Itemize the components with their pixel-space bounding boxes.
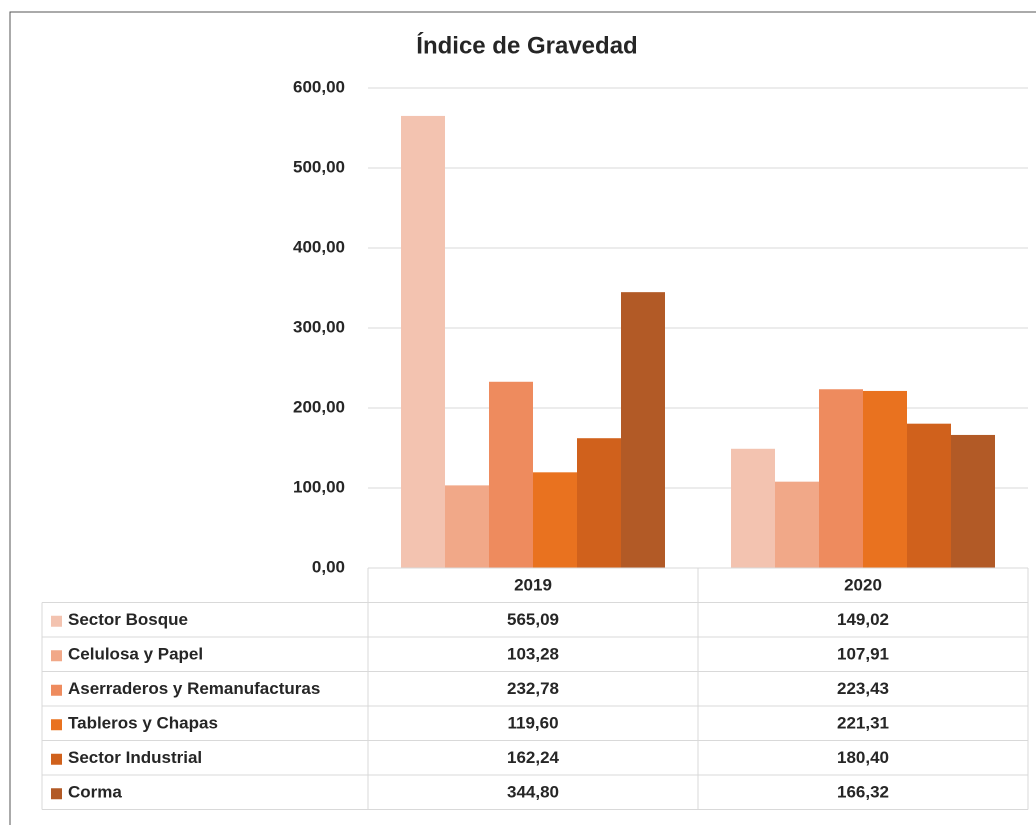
table-value: 565,09 xyxy=(507,610,559,629)
table-value: 166,32 xyxy=(837,783,889,802)
table-value: 149,02 xyxy=(837,610,889,629)
legend-label: Corma xyxy=(68,783,122,802)
bar xyxy=(819,389,863,568)
bar xyxy=(907,423,951,568)
legend-swatch xyxy=(51,615,62,627)
legend-swatch xyxy=(51,650,62,662)
table-value: 232,78 xyxy=(507,679,559,698)
table-value: 344,80 xyxy=(507,783,559,802)
bar xyxy=(489,381,533,568)
y-tick-label: 200,00 xyxy=(293,397,345,416)
legend-label: Celulosa y Papel xyxy=(68,645,203,664)
bar xyxy=(577,438,621,568)
y-tick-label: 500,00 xyxy=(293,157,345,176)
table-value: 162,24 xyxy=(507,748,560,767)
bar xyxy=(731,448,775,568)
bar xyxy=(533,472,577,568)
y-tick-label: 600,00 xyxy=(293,77,345,96)
table-value: 223,43 xyxy=(837,679,889,698)
y-tick-label: 100,00 xyxy=(293,477,345,496)
bar xyxy=(401,115,445,568)
bar xyxy=(621,292,665,568)
legend-swatch xyxy=(51,684,62,696)
y-tick-label: 0,00 xyxy=(312,557,345,576)
legend-label: Sector Industrial xyxy=(68,748,202,767)
legend-swatch xyxy=(51,788,62,800)
table-value: 103,28 xyxy=(507,645,559,664)
y-tick-label: 400,00 xyxy=(293,237,345,256)
bar xyxy=(775,481,819,568)
table-value: 221,31 xyxy=(837,714,889,733)
legend-swatch xyxy=(51,719,62,731)
legend-swatch xyxy=(51,753,62,765)
bar xyxy=(863,390,907,568)
legend-label: Aserraderos y Remanufacturas xyxy=(68,679,320,698)
table-value: 180,40 xyxy=(837,748,889,767)
x-tick-label: 2020 xyxy=(844,576,882,595)
table-value: 119,60 xyxy=(507,714,558,733)
bar xyxy=(445,485,489,568)
x-tick-label: 2019 xyxy=(514,576,552,595)
y-tick-label: 300,00 xyxy=(293,317,345,336)
bar xyxy=(951,434,995,568)
table-value: 107,91 xyxy=(837,645,889,664)
chart-title: Índice de Gravedad xyxy=(416,31,637,59)
legend-label: Sector Bosque xyxy=(68,610,188,629)
legend-label: Tableros y Chapas xyxy=(68,714,218,733)
